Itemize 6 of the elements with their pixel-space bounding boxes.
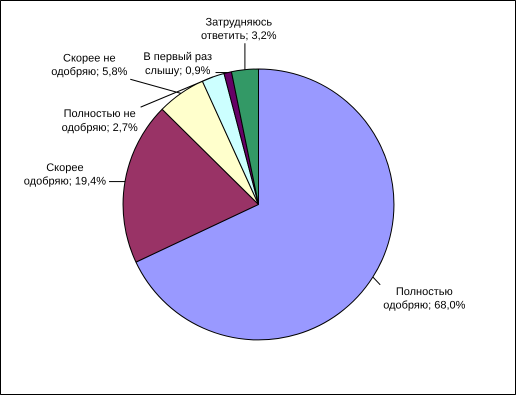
slice-label: Скорее одобряю; 19,4%	[24, 162, 106, 188]
slice-label: Полностью не одобряю; 2,7%	[62, 108, 138, 134]
slice-label: В первый раз слышу; 0,9%	[143, 51, 212, 77]
slice-label: Затрудняюсь ответить; 3,2%	[201, 16, 277, 42]
slice-label: Скорее не одобряю; 5,8%	[51, 52, 128, 78]
slice-label: Полностью одобряю; 68,0%	[383, 286, 466, 312]
